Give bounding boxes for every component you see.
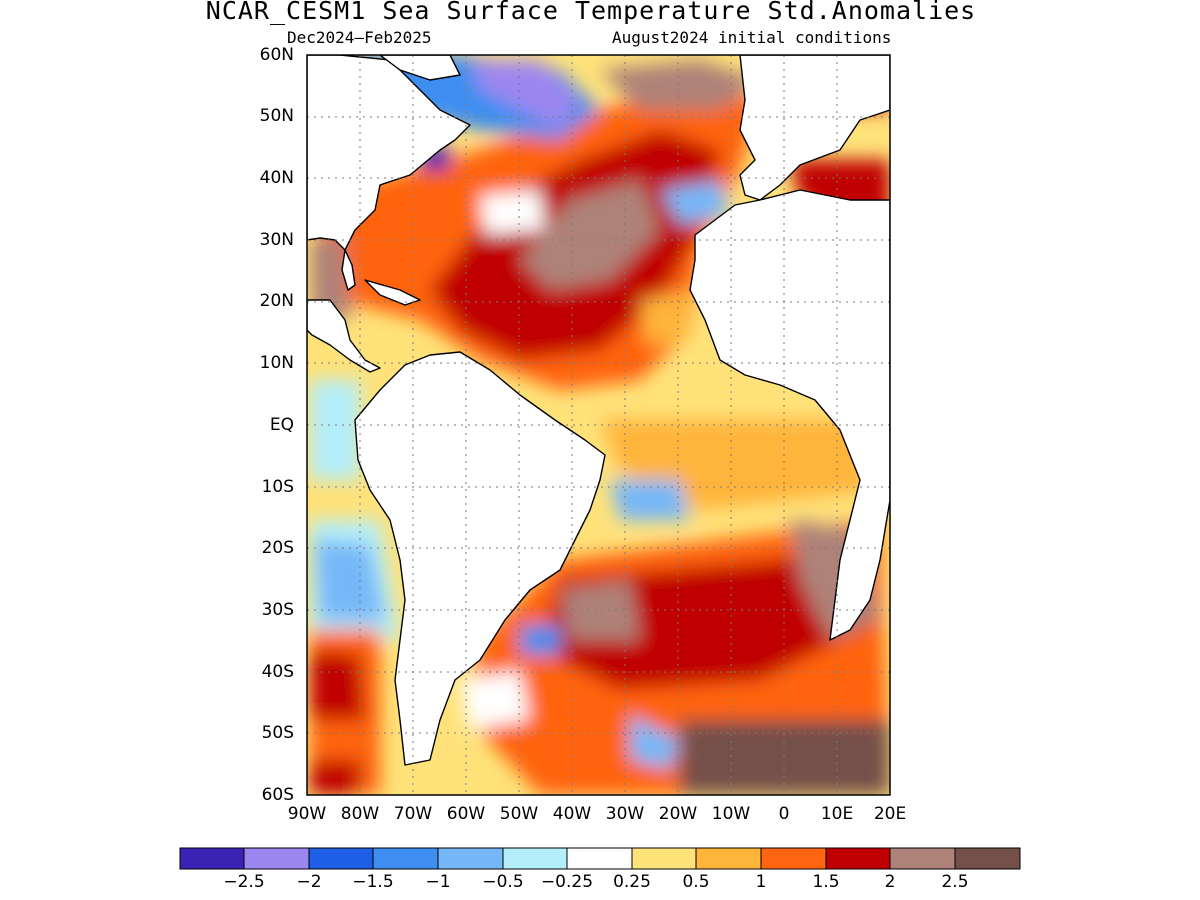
- lon-label: 60W: [446, 804, 486, 824]
- colorbar-label: 2.5: [941, 872, 969, 892]
- colorbar-label: −1.5: [352, 872, 394, 892]
- colorbar-swatch: [566, 847, 633, 870]
- lat-label: 60S: [261, 785, 294, 805]
- colorbar-swatch: [502, 847, 568, 870]
- lon-label: 80W: [340, 804, 380, 824]
- colorbar-label: −2: [296, 872, 322, 892]
- colorbar-label: 1: [755, 872, 767, 892]
- colorbar-swatch: [243, 847, 310, 870]
- lon-label: 0: [778, 804, 790, 824]
- lat-label: 60N: [259, 45, 294, 65]
- colorbar-swatch: [825, 847, 891, 870]
- lat-label: 20S: [261, 538, 294, 558]
- anomaly-field: [307, 55, 890, 795]
- colorbar-label: 1.5: [812, 872, 840, 892]
- lon-label: 30W: [605, 804, 645, 824]
- lon-label: 40W: [552, 804, 592, 824]
- lat-label: 20N: [259, 291, 294, 311]
- lat-label: 30S: [261, 600, 294, 620]
- colorbar-swatch: [760, 847, 827, 870]
- lon-label: 50W: [499, 804, 539, 824]
- colorbar-label: 2: [884, 872, 896, 892]
- lon-label: 10W: [711, 804, 751, 824]
- forecast-period: Dec2024–Feb2025: [287, 28, 432, 47]
- colorbar-swatch: [179, 847, 245, 870]
- colorbar-swatch: [954, 847, 1021, 870]
- lon-label: 10E: [820, 804, 854, 824]
- colorbar: [179, 847, 1021, 870]
- colorbar-label: −0.5: [482, 872, 524, 892]
- colorbar-swatch: [308, 847, 374, 870]
- lat-label: 40S: [261, 662, 294, 682]
- colorbar-swatch: [631, 847, 697, 870]
- lon-label: 70W: [393, 804, 433, 824]
- lon-label: 20E: [873, 804, 907, 824]
- lat-label: 10N: [259, 353, 294, 373]
- map-frame: [306, 54, 891, 796]
- colorbar-label: −2.5: [223, 872, 265, 892]
- lon-label: 20W: [658, 804, 698, 824]
- colorbar-swatch: [889, 847, 956, 870]
- lat-label: 40N: [259, 168, 294, 188]
- colorbar-label: −1: [425, 872, 451, 892]
- lat-label: EQ: [269, 415, 294, 435]
- initial-conditions: August2024 initial conditions: [612, 28, 892, 47]
- colorbar-label: −0.25: [540, 872, 594, 892]
- lat-label: 30N: [259, 230, 294, 250]
- colorbar-swatch: [372, 847, 439, 870]
- lat-label: 50S: [261, 723, 294, 743]
- lon-label: 90W: [287, 804, 327, 824]
- colorbar-swatch: [695, 847, 762, 870]
- colorbar-label: 0.5: [682, 872, 710, 892]
- map-title: NCAR_CESM1 Sea Surface Temperature Std.A…: [205, 0, 977, 25]
- lat-label: 10S: [261, 477, 294, 497]
- colorbar-swatch: [437, 847, 504, 870]
- lat-label: 50N: [259, 106, 294, 126]
- colorbar-label: 0.25: [613, 872, 651, 892]
- gridlines: [307, 55, 890, 795]
